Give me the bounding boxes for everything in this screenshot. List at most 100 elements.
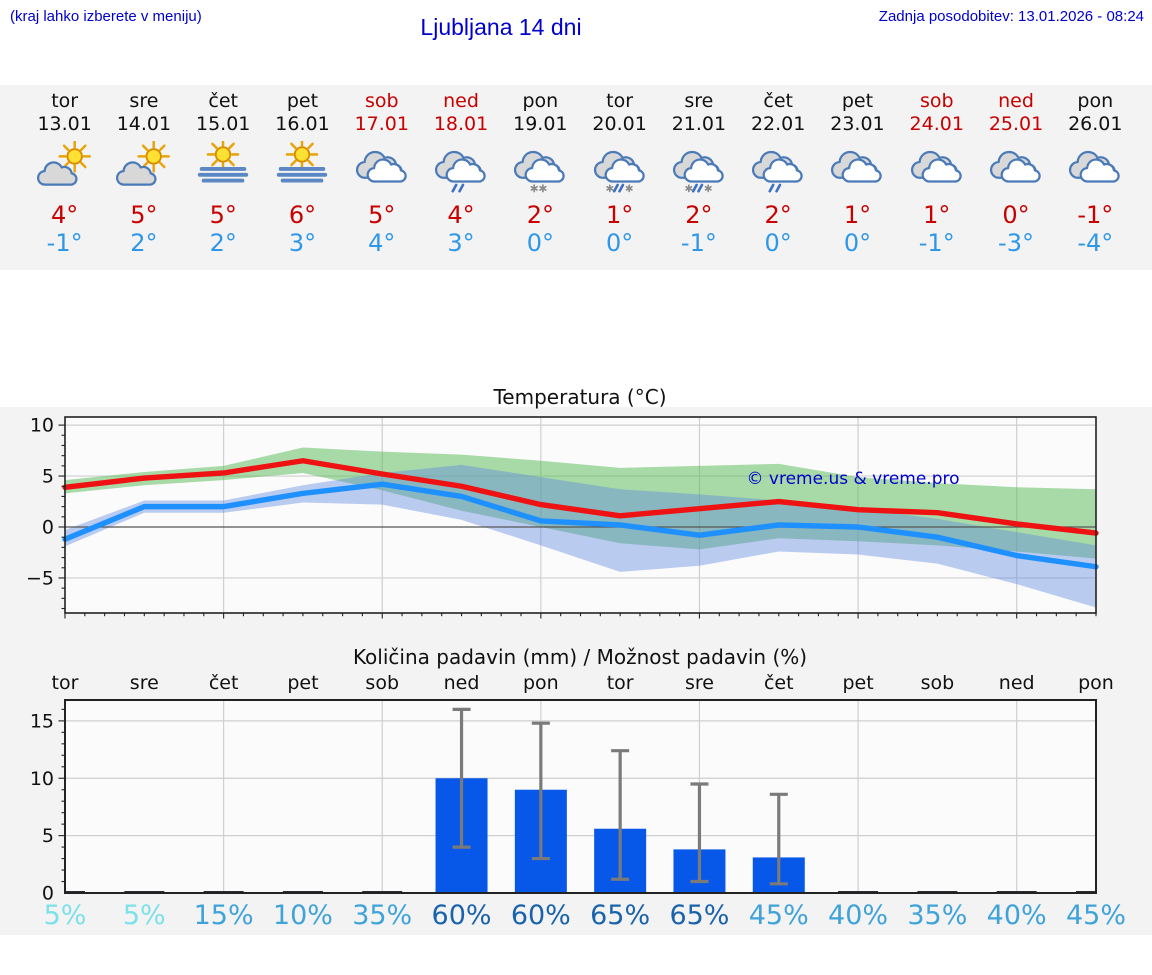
precip-probability: 40% — [828, 900, 889, 931]
forecast-day: tor 13.01 4° -1° — [25, 85, 104, 270]
snow-icon — [514, 150, 566, 193]
precip-probability: 35% — [352, 900, 413, 931]
precip-y-tick-label: 10 — [30, 768, 54, 790]
precip-day-label: pon — [1078, 672, 1114, 694]
forecast-day-icon — [826, 139, 888, 197]
cloudy-icon — [355, 150, 407, 183]
precip-probability: 40% — [986, 900, 1047, 931]
precip-day-label: ned — [998, 672, 1035, 694]
forecast-day: čet 15.01 5° 2° — [184, 85, 263, 270]
max-temperature-range-band — [65, 447, 1096, 559]
forecast-day-high: 5° — [130, 201, 158, 229]
temp-y-tick-label: 10 — [30, 415, 54, 437]
temperature-chart-title: Temperatura (°C) — [493, 385, 667, 409]
forecast-day-date: 19.01 — [513, 113, 568, 135]
forecast-day-low: 3° — [288, 229, 317, 257]
forecast-day-date: 20.01 — [592, 113, 647, 135]
page-title: Ljubljana 14 dni — [420, 14, 582, 40]
sun-fog-icon — [198, 141, 249, 183]
forecast-day-low: -4° — [1077, 229, 1114, 257]
precip-probability: 45% — [748, 900, 809, 931]
precip-day-label: tor — [606, 672, 634, 694]
chart-frame — [64, 699, 1097, 894]
precip-probability: 5% — [43, 900, 87, 931]
last-update-label: Zadnja posodobitev: 13.01.2026 - 08:24 — [878, 8, 1144, 25]
forecast-day-icon — [430, 139, 492, 197]
forecast-day-high: 1° — [843, 201, 872, 229]
sleet-icon — [672, 150, 724, 193]
forecast-day-date: 22.01 — [750, 113, 806, 135]
forecast-day-name: sob — [919, 90, 954, 112]
forecast-day-low: -1° — [918, 229, 955, 257]
forecast-day-date: 21.01 — [671, 113, 727, 135]
forecast-day-name: pet — [841, 90, 874, 112]
precip-day-label: čet — [208, 672, 239, 694]
forecast-day-icon — [351, 139, 413, 197]
forecast-day-date: 26.01 — [1068, 113, 1123, 135]
forecast-day-icon — [1064, 139, 1126, 197]
sun-fog-icon — [277, 141, 328, 183]
cloudy-icon — [1069, 150, 1121, 183]
forecast-day: tor 20.01 1° 0° — [580, 85, 659, 270]
forecast-day-low: 0° — [526, 229, 554, 257]
forecast-day-icon — [271, 139, 333, 197]
watermark: © vreme.us & vreme.pro — [746, 469, 960, 489]
forecast-day-icon — [192, 139, 254, 197]
sun-cloud-icon — [36, 141, 91, 186]
cloudy-icon — [990, 150, 1041, 183]
precip-whisker — [611, 749, 630, 881]
forecast-day-icon — [34, 139, 96, 197]
forecast-day-date: 17.01 — [354, 113, 409, 135]
forecast-day-low: -1° — [680, 229, 717, 257]
precip-day-label: čet — [763, 672, 794, 694]
forecast-day-name: pet — [286, 90, 319, 112]
forecast-day-name: čet — [763, 90, 793, 112]
precip-whisker — [452, 707, 471, 849]
precip-probability: 60% — [431, 900, 492, 931]
precip-day-label: sob — [920, 672, 955, 694]
precip-day-label: ned — [443, 672, 480, 694]
sleet-icon — [593, 150, 645, 193]
rain-icon — [752, 150, 803, 193]
precip-day-label: pet — [287, 672, 319, 694]
forecast-day-low: 3° — [447, 229, 475, 257]
forecast-day-low: -1° — [46, 229, 83, 257]
forecast-day-name: sob — [364, 90, 399, 112]
forecast-day: sre 21.01 2° -1° — [659, 85, 738, 270]
precip-probability: 35% — [907, 900, 968, 931]
forecast-day-high: -1° — [1077, 201, 1114, 229]
forecast-day-low: 2° — [130, 229, 158, 257]
forecast-day-high: 2° — [764, 201, 792, 229]
precip-probability: 10% — [272, 900, 333, 931]
forecast-day: čet 22.01 2° 0° — [739, 85, 818, 270]
precip-plot-area — [65, 700, 1096, 893]
min-temperature-range-band — [65, 464, 1096, 608]
forecast-day-icon — [747, 139, 809, 197]
forecast-day-name: sre — [684, 90, 714, 112]
forecast-strip: tor 13.01 4° -1° sre 14.01 5° 2° čet 15.01 5° 2° pet… — [25, 85, 1135, 270]
forecast-day-high: 4° — [447, 201, 475, 229]
forecast-day: ned 25.01 0° -3° — [976, 85, 1055, 270]
cloudy-icon — [910, 150, 962, 183]
forecast-day-icon — [985, 139, 1047, 197]
forecast-day-high: 6° — [288, 201, 317, 229]
forecast-day: pet 16.01 6° 3° — [263, 85, 342, 270]
forecast-day-low: 0° — [843, 229, 872, 257]
forecast-day-icon — [589, 139, 651, 197]
forecast-day-date: 25.01 — [988, 113, 1044, 135]
precip-probability: 5% — [122, 900, 166, 931]
forecast-day-date: 16.01 — [275, 113, 330, 135]
precip-probability: 65% — [590, 900, 651, 931]
forecast-day-date: 15.01 — [196, 113, 251, 135]
precipitation-chart-title: Količina padavin (mm) / Možnost padavin … — [352, 645, 808, 669]
forecast-day-date: 14.01 — [116, 113, 172, 135]
forecast-day: ned 18.01 4° 3° — [421, 85, 500, 270]
precip-day-label: pon — [522, 672, 559, 694]
precip-whisker — [531, 721, 550, 861]
forecast-day-high: 5° — [209, 201, 237, 229]
forecast-day-name: pon — [522, 90, 559, 112]
forecast-day-name: pon — [1077, 90, 1114, 112]
forecast-day-icon — [509, 139, 571, 197]
precip-day-label: tor — [51, 672, 79, 694]
forecast-day-low: 2° — [209, 229, 237, 257]
